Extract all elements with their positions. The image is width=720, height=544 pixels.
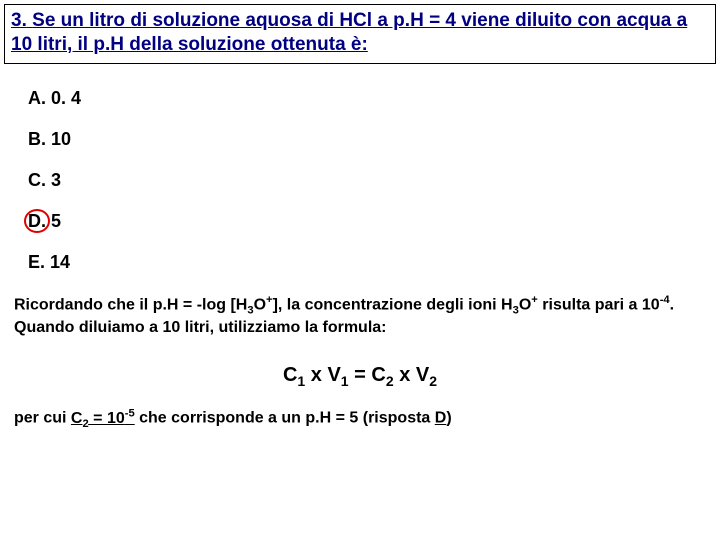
option-b-label: B. [28, 129, 46, 149]
option-e-value: 14 [50, 252, 70, 272]
fC2: C [371, 364, 385, 386]
option-c-value: 3 [51, 170, 61, 190]
fV1: V [327, 364, 340, 386]
option-e-label: E. [28, 252, 45, 272]
con-b: C [71, 410, 83, 427]
option-b-value: 10 [51, 129, 71, 149]
feq: = [349, 364, 372, 386]
option-e: E. 14 [28, 252, 720, 273]
option-a-label: A. [28, 88, 46, 108]
con-c: = 10 [89, 410, 125, 427]
answer-circle-icon [24, 209, 50, 233]
option-a-value: 0. 4 [51, 88, 81, 108]
exp-sup3: -4 [660, 294, 670, 306]
formula: C1 x V1 = C2 x V2 [0, 364, 720, 389]
exp-c: ], la concentrazione degli ioni H [273, 296, 513, 313]
option-c-label: C. [28, 170, 46, 190]
con-a: per cui [14, 410, 71, 427]
option-a: A. 0. 4 [28, 88, 720, 109]
fV2s: 2 [429, 373, 437, 389]
con-sup: -5 [125, 407, 135, 419]
fC1: C [283, 364, 297, 386]
option-c: C. 3 [28, 170, 720, 191]
explanation-text: Ricordando che il p.H = -log [H3O+], la … [14, 293, 706, 339]
question-body: Se un litro di soluzione aquosa di HCl a… [11, 10, 687, 55]
con-e: ) [446, 410, 451, 427]
fx2: x [394, 364, 416, 386]
con-ans: D [435, 410, 447, 427]
fC2s: 2 [386, 373, 394, 389]
fV1s: 1 [341, 373, 349, 389]
option-b: B. 10 [28, 129, 720, 150]
question-number: 3. [11, 10, 27, 31]
exp-e: risulta pari a 10 [538, 296, 660, 313]
con-d: che corrisponde a un p.H = 5 (risposta [135, 410, 435, 427]
exp-a: Ricordando che il p.H = -log [H [14, 296, 247, 313]
option-d-value: 5 [51, 211, 61, 231]
fx1: x [305, 364, 327, 386]
fV2: V [416, 364, 429, 386]
options-list: A. 0. 4 B. 10 C. 3 D. 5 E. 14 [28, 88, 720, 273]
conclusion: per cui C2 = 10-5 che corrisponde a un p… [14, 407, 706, 430]
exp-b: O [254, 296, 266, 313]
question-box: 3. Se un litro di soluzione aquosa di HC… [4, 4, 716, 64]
option-d: D. 5 [28, 211, 720, 232]
question-text: 3. Se un litro di soluzione aquosa di HC… [11, 10, 687, 55]
exp-d: O [519, 296, 531, 313]
